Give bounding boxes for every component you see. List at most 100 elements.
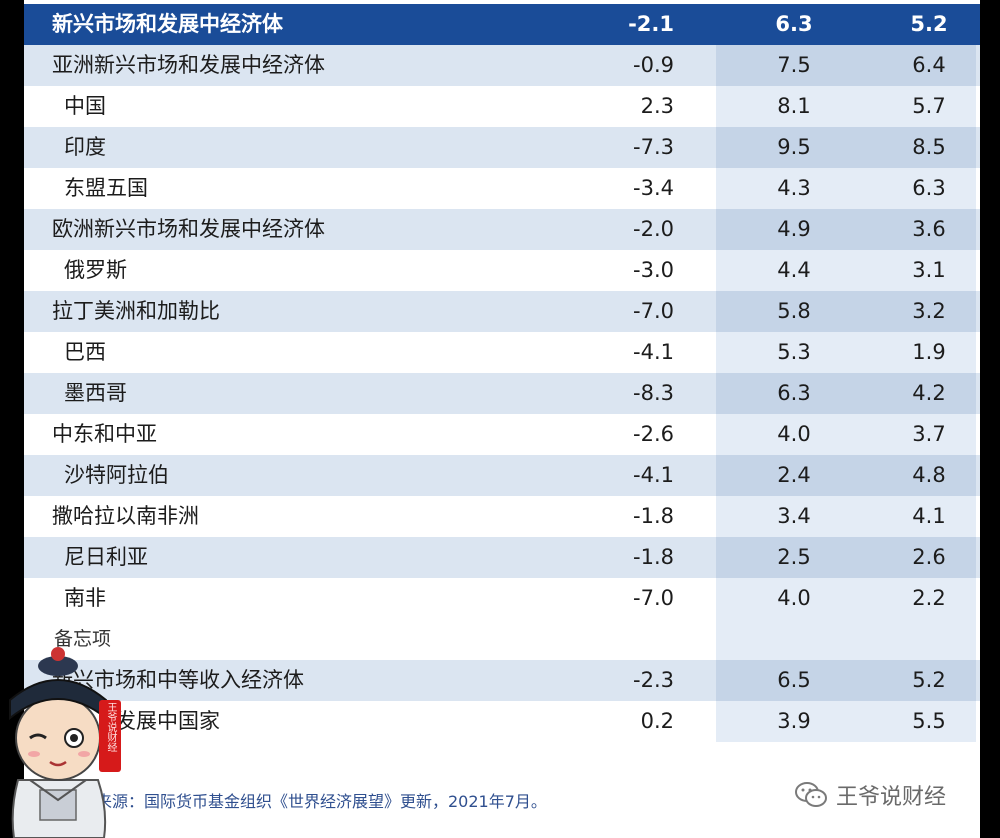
value-cell-v1: -3.0 [633, 258, 674, 282]
value-cell-v2: 7.5 [777, 53, 811, 77]
value-cell-v2: 3.9 [777, 709, 811, 733]
row-label: 印度 [64, 135, 106, 159]
table-panel: 新兴市场和发展中经济体 -2.1 6.3 5.2 亚洲新兴市场和发展中经济体 -0.9 7.… [24, 0, 980, 838]
value-cell-v2: 4.3 [777, 176, 811, 200]
row-label: 东盟五国 [64, 176, 148, 200]
column-highlight [716, 537, 976, 578]
column-highlight [716, 4, 976, 45]
table-row: 撒哈拉以南非洲 -1.8 3.4 4.1 [24, 496, 980, 537]
table-row: 南非 -7.0 4.0 2.2 [24, 578, 980, 619]
value-cell-v2: 5.8 [777, 299, 811, 323]
value-cell-v3: 4.1 [912, 504, 946, 528]
column-highlight [716, 332, 976, 373]
column-highlight [716, 455, 976, 496]
table-header-row: 新兴市场和发展中经济体 -2.1 6.3 5.2 [24, 4, 980, 45]
value-cell-v1: -7.0 [633, 586, 674, 610]
value-cell-v2 [754, 619, 834, 660]
row-label: 南非 [64, 586, 106, 610]
table-row: 中东和中亚 -2.6 4.0 3.7 [24, 414, 980, 455]
table-row: 欧洲新兴市场和发展中经济体 -2.0 4.9 3.6 [24, 209, 980, 250]
value-cell-v3: 5.5 [912, 709, 946, 733]
value-cell-v1: -2.3 [633, 668, 674, 692]
value-cell-v1: -4.1 [633, 463, 674, 487]
row-label: 备忘项 [54, 628, 112, 650]
watermark: 王爷说财经 [794, 778, 946, 812]
value-cell-v1: -1.8 [633, 545, 674, 569]
value-cell-v3: 3.7 [912, 422, 946, 446]
value-cell-v3: 2.2 [912, 586, 946, 610]
value-cell-v3: 5.2 [912, 668, 946, 692]
wechat-icon [795, 782, 827, 807]
value-cell-v2: 4.9 [777, 217, 811, 241]
column-highlight [716, 291, 976, 332]
value-cell-v1: -7.0 [633, 299, 674, 323]
source-note: 资料来源：国际货币基金组织《世界经济展望》更新，2021年7月。 [64, 792, 547, 811]
table-row: 新兴市场和中等收入经济体 -2.3 6.5 5.2 [24, 660, 980, 701]
value-cell-v2: 5.3 [777, 340, 811, 364]
value-cell-v2: 6.5 [777, 668, 811, 692]
value-cell-v3: 6.4 [912, 53, 946, 77]
row-label: 新兴市场和中等收入经济体 [52, 668, 304, 692]
value-cell-v2: 2.5 [777, 545, 811, 569]
value-cell-v1: -4.1 [633, 340, 674, 364]
value-cell-v3: 5.7 [912, 94, 946, 118]
memo-row: 备忘项 [24, 619, 980, 660]
row-label: 欧洲新兴市场和发展中经济体 [52, 217, 325, 241]
table-row: 东盟五国 -3.4 4.3 6.3 [24, 168, 980, 209]
row-label: 撒哈拉以南非洲 [52, 504, 199, 528]
value-cell-v3: 2.6 [912, 545, 946, 569]
value-cell-v1: -3.4 [633, 176, 674, 200]
value-cell-v1: 2.3 [640, 94, 674, 118]
column-highlight [716, 619, 976, 660]
table-row: 尼日利亚 -1.8 2.5 2.6 [24, 537, 980, 578]
table-row: 亚洲新兴市场和发展中经济体 -0.9 7.5 6.4 [24, 45, 980, 86]
value-cell-v1 [584, 619, 674, 660]
value-cell-v1: -2.1 [628, 12, 674, 36]
value-cell-v3: 3.6 [912, 217, 946, 241]
value-cell-v2: 4.0 [777, 422, 811, 446]
row-label: 中国 [64, 94, 106, 118]
value-cell-v3: 5.2 [910, 12, 948, 36]
column-highlight [716, 414, 976, 455]
table-row: 巴西 -4.1 5.3 1.9 [24, 332, 980, 373]
row-label: 墨西哥 [64, 381, 127, 405]
value-cell-v1: 0.2 [640, 709, 674, 733]
table-row: 中国 2.3 8.1 5.7 [24, 86, 980, 127]
column-highlight [716, 250, 976, 291]
value-cell-v3: 6.3 [912, 176, 946, 200]
seal-text: 王爷说财经 [105, 702, 116, 752]
column-highlight [716, 701, 976, 742]
value-cell-v2: 8.1 [777, 94, 811, 118]
column-highlight [716, 373, 976, 414]
value-cell-v3: 4.8 [912, 463, 946, 487]
column-highlight [716, 209, 976, 250]
table-row: 低收入发展中国家 0.2 3.9 5.5 [24, 701, 980, 742]
column-highlight [716, 127, 976, 168]
red-seal-stamp: 王爷说财经 [99, 700, 121, 772]
column-highlight [716, 660, 976, 701]
row-label: 拉丁美洲和加勒比 [52, 299, 220, 323]
value-cell-v2: 6.3 [775, 12, 813, 36]
watermark-text: 王爷说财经 [836, 785, 947, 810]
row-label: 巴西 [64, 340, 106, 364]
value-cell-v1: -2.0 [633, 217, 674, 241]
table-row: 墨西哥 -8.3 6.3 4.2 [24, 373, 980, 414]
column-highlight [716, 496, 976, 537]
row-label: 新兴市场和发展中经济体 [52, 12, 283, 36]
value-cell-v1: -0.9 [633, 53, 674, 77]
row-label: 亚洲新兴市场和发展中经济体 [52, 53, 325, 77]
column-highlight [716, 168, 976, 209]
value-cell-v3 [894, 619, 964, 660]
value-cell-v3: 3.2 [912, 299, 946, 323]
value-cell-v2: 6.3 [777, 381, 811, 405]
value-cell-v2: 4.4 [777, 258, 811, 282]
table-row: 沙特阿拉伯 -4.1 2.4 4.8 [24, 455, 980, 496]
value-cell-v2: 3.4 [777, 504, 811, 528]
row-label: 尼日利亚 [64, 545, 148, 569]
value-cell-v3: 3.1 [912, 258, 946, 282]
value-cell-v1: -1.8 [633, 504, 674, 528]
column-highlight [716, 578, 976, 619]
cartoon-mascot-icon [9, 647, 107, 838]
table-row: 俄罗斯 -3.0 4.4 3.1 [24, 250, 980, 291]
table-row: 拉丁美洲和加勒比 -7.0 5.8 3.2 [24, 291, 980, 332]
